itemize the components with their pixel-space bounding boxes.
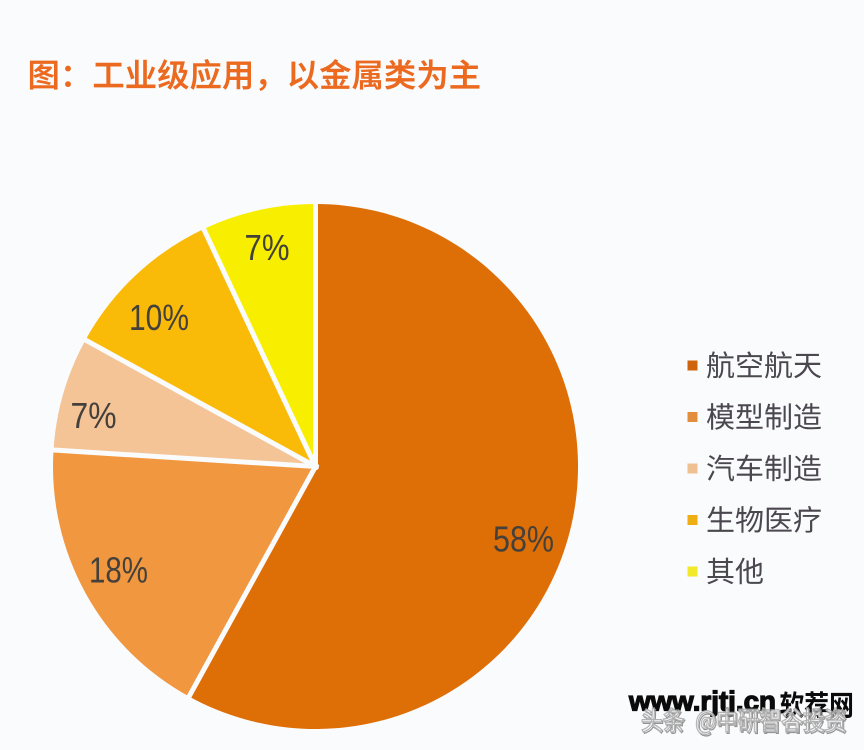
svg-text:58%: 58%: [493, 519, 554, 560]
svg-text:18%: 18%: [89, 550, 148, 591]
svg-text:7%: 7%: [245, 227, 290, 268]
svg-text:10%: 10%: [129, 297, 189, 338]
svg-text:7%: 7%: [71, 395, 117, 436]
